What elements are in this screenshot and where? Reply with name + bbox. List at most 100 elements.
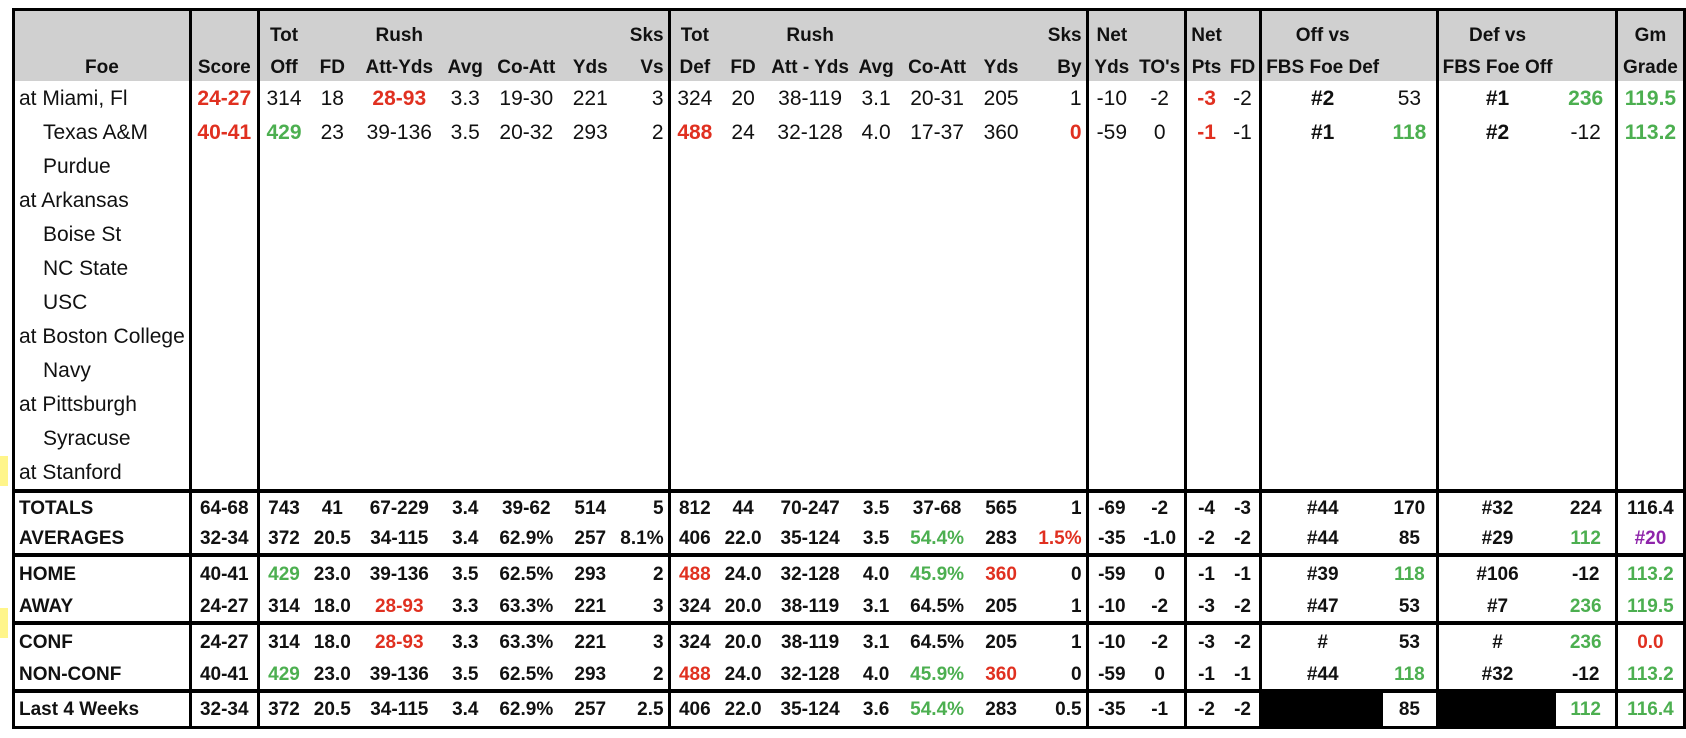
stat-cell xyxy=(188,387,259,421)
stat-cell xyxy=(1184,319,1226,353)
header-cell: Yds xyxy=(1085,45,1136,81)
stat-cell xyxy=(616,421,669,455)
stat-cell xyxy=(1435,353,1557,387)
stat-cell xyxy=(853,455,899,491)
stat-cell: 54.4% xyxy=(899,689,976,727)
stat-cell xyxy=(853,353,899,387)
stat-cell xyxy=(1259,387,1384,421)
stat-cell xyxy=(1435,251,1557,285)
header-cell xyxy=(1556,45,1617,81)
stat-cell: #1 xyxy=(1435,81,1557,115)
stat-cell xyxy=(1226,353,1261,387)
summary-row: AWAY 24-27 314 18.0 28-93 3.3 63.3% 221 3 324 20.0… xyxy=(14,591,1685,623)
header-cell: FD xyxy=(719,45,768,81)
stat-cell xyxy=(853,387,899,421)
stat-cell xyxy=(1184,183,1226,217)
stat-cell xyxy=(1085,251,1136,285)
stat-cell xyxy=(1614,353,1685,387)
stat-cell: 20.5 xyxy=(308,689,357,727)
stat-cell: 0.5 xyxy=(1027,689,1088,727)
stat-cell: 488 xyxy=(667,115,720,149)
stat-cell: 39-62 xyxy=(488,489,565,523)
stat-cell: 64-68 xyxy=(188,489,259,523)
stat-cell xyxy=(1383,421,1437,455)
stat-cell: 40-41 xyxy=(188,659,259,691)
stat-cell: 1.5% xyxy=(1038,527,1082,549)
stat-cell: -2 xyxy=(1135,489,1186,523)
stat-cell xyxy=(308,251,356,285)
stat-cell: -3 xyxy=(1184,591,1226,623)
table-row: Purdue xyxy=(14,149,1685,183)
header-cell xyxy=(442,9,489,45)
stat-cell: 112 xyxy=(1556,689,1617,727)
stat-cell: 429 xyxy=(256,659,309,691)
stat-cell: 64.5% xyxy=(899,621,976,659)
stat-cell: -2 xyxy=(1234,527,1251,549)
header-cell xyxy=(899,9,976,45)
stat-cell: 35-124 xyxy=(780,527,840,549)
table-row: Navy xyxy=(14,353,1685,387)
summary-row: TOTALS 64-68 743 41 67-229 3.4 39-62 514 5 812 44 7… xyxy=(13,489,1685,523)
stat-cell xyxy=(1226,387,1261,421)
stat-cell xyxy=(442,217,488,251)
stat-cell xyxy=(1027,183,1087,217)
stat-cell: #47 xyxy=(1259,591,1384,623)
stat-cell xyxy=(853,183,899,217)
stat-cell xyxy=(488,183,564,217)
header-cell xyxy=(853,9,900,45)
stat-cell xyxy=(1259,149,1384,183)
stat-cell xyxy=(1259,421,1384,455)
stat-cell: 2 xyxy=(651,120,664,144)
stat-cell xyxy=(1556,421,1616,455)
stat-cell: -3 xyxy=(1184,81,1226,115)
stat-cell xyxy=(719,319,767,353)
stat-cell xyxy=(899,421,975,455)
stat-cell: -1 xyxy=(1184,553,1226,591)
stat-cell xyxy=(1259,217,1384,251)
header-cell: Att - Yds xyxy=(767,45,854,81)
stat-cell xyxy=(767,421,853,455)
stat-cell: 53 xyxy=(1398,595,1420,617)
stat-cell: 293 xyxy=(572,120,608,144)
stat-cell: 0 xyxy=(1069,120,1082,144)
stat-cell xyxy=(488,421,564,455)
header-cell xyxy=(1556,9,1617,45)
header-cell: Yds xyxy=(975,45,1028,81)
stat-cell xyxy=(975,421,1027,455)
stat-cell xyxy=(1435,149,1557,183)
header-cell: Vs xyxy=(616,45,670,81)
header-cell xyxy=(308,9,357,45)
stat-cell: 118 xyxy=(1383,553,1438,591)
stat-cell: 360 xyxy=(985,663,1017,685)
stat-cell xyxy=(667,285,720,319)
stat-cell: 70-247 xyxy=(767,489,854,523)
stat-cell: 205 xyxy=(985,595,1017,617)
stat-cell xyxy=(1085,387,1136,421)
stat-cell xyxy=(1135,217,1186,251)
header-cell: Gm xyxy=(1614,9,1685,45)
stat-cell: 406 xyxy=(667,523,720,555)
stat-cell xyxy=(356,353,442,387)
stat-cell: 0 xyxy=(1071,663,1082,685)
stat-cell: 0.0 xyxy=(1614,621,1685,659)
stat-cell xyxy=(1226,217,1261,251)
stat-cell: 257 xyxy=(574,527,607,549)
stat-cell: #2 xyxy=(1259,81,1384,115)
header-cell xyxy=(488,9,565,45)
foe-cell: HOME xyxy=(13,553,191,591)
stat-cell: #32 xyxy=(1435,659,1557,691)
foe-cell: Purdue xyxy=(43,154,111,178)
stat-cell xyxy=(1085,319,1136,353)
stat-cell xyxy=(188,353,259,387)
stat-cell xyxy=(308,319,356,353)
foe-cell: at Stanford xyxy=(19,460,122,484)
stat-cell: 38-119 xyxy=(767,621,854,659)
header-cell xyxy=(719,9,768,45)
stat-cell xyxy=(1259,251,1384,285)
header-cell: Att-Yds xyxy=(356,45,443,81)
table-row: at Arkansas xyxy=(14,183,1685,217)
stat-cell xyxy=(188,285,259,319)
stat-cell xyxy=(767,353,853,387)
stat-cell xyxy=(1556,285,1616,319)
stat-cell: 3.3 xyxy=(450,86,480,110)
